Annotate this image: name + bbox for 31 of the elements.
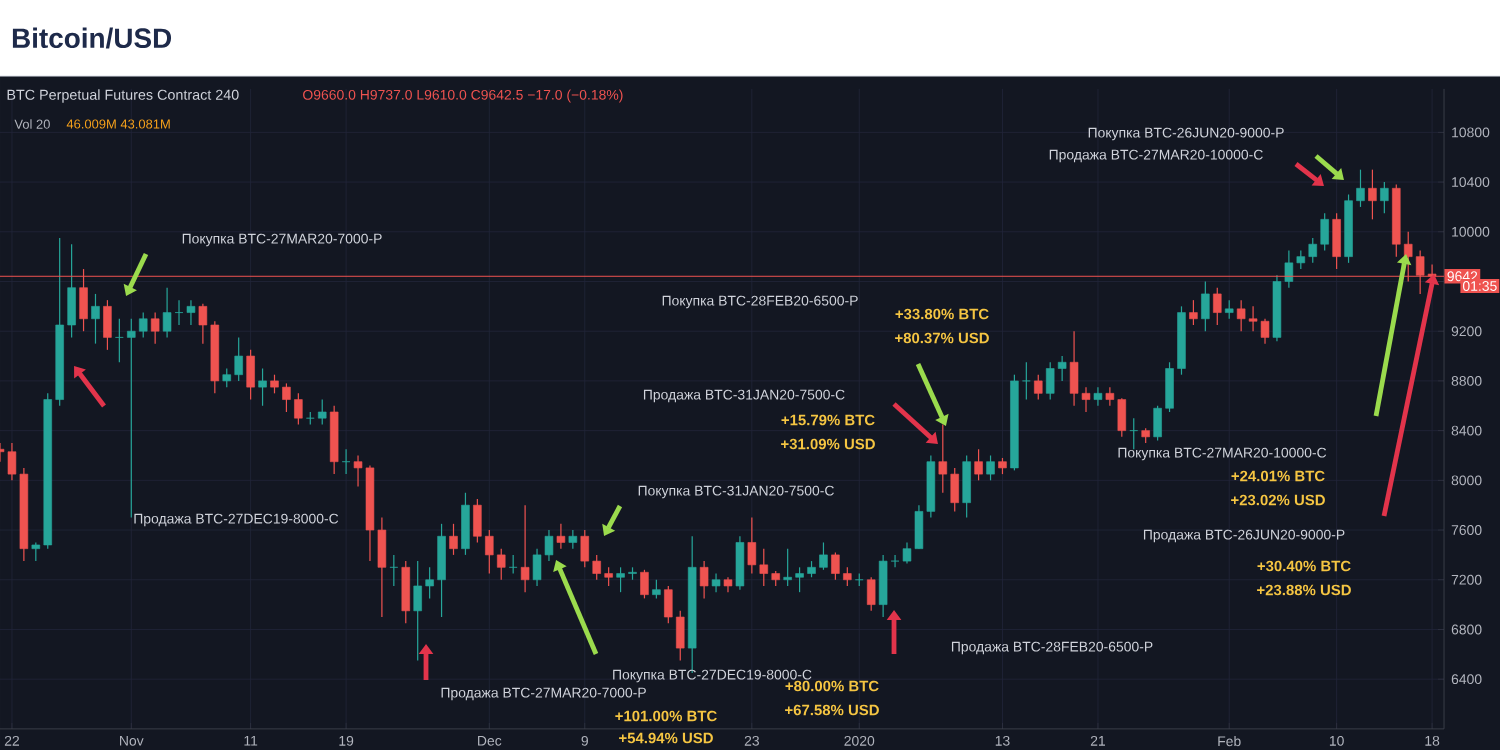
candlestick [258,367,267,407]
candlestick [449,523,458,556]
candlestick [986,454,995,481]
candlestick [150,311,160,345]
chart-title: Bitcoin/USD [12,27,172,49]
candlestick [1368,169,1377,220]
candlestick [568,529,578,550]
candlestick [461,492,470,556]
candlestick [103,299,112,351]
candlestick [317,398,327,426]
candlestick [1201,280,1210,332]
candlestick [401,560,411,624]
candlestick [91,293,100,345]
candlestick [246,349,255,401]
candlestick [1213,287,1222,326]
candlestick [1332,212,1341,270]
candlestick [699,560,709,599]
candlestick [962,454,971,519]
candlestick [640,569,649,599]
candlestick [866,576,876,612]
candlestick [1189,299,1198,326]
candlestick [1034,374,1043,401]
candlestick [652,579,661,599]
candlestick [520,504,530,593]
candlestick [735,535,745,591]
candlestick [1380,181,1389,214]
candlestick [1093,386,1103,407]
candlestick [711,572,721,593]
candlestick [1224,299,1234,320]
candlestick [974,448,983,481]
candlestick [556,523,566,550]
